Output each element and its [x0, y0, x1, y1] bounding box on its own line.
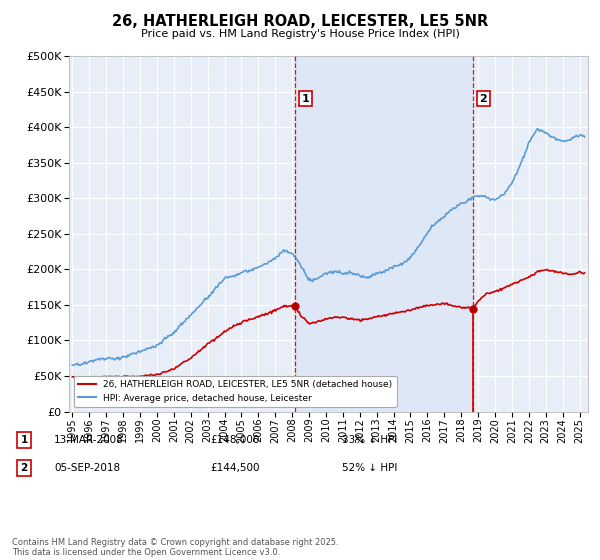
Text: £144,500: £144,500 — [210, 463, 260, 473]
Legend: 26, HATHERLEIGH ROAD, LEICESTER, LE5 5NR (detached house), HPI: Average price, d: 26, HATHERLEIGH ROAD, LEICESTER, LE5 5NR… — [74, 376, 397, 407]
Text: 1: 1 — [302, 94, 310, 104]
Text: Price paid vs. HM Land Registry's House Price Index (HPI): Price paid vs. HM Land Registry's House … — [140, 29, 460, 39]
Text: 33% ↓ HPI: 33% ↓ HPI — [342, 435, 397, 445]
Text: 26, HATHERLEIGH ROAD, LEICESTER, LE5 5NR: 26, HATHERLEIGH ROAD, LEICESTER, LE5 5NR — [112, 14, 488, 29]
Text: Contains HM Land Registry data © Crown copyright and database right 2025.
This d: Contains HM Land Registry data © Crown c… — [12, 538, 338, 557]
Text: 2: 2 — [479, 94, 487, 104]
Text: 13-MAR-2008: 13-MAR-2008 — [54, 435, 124, 445]
Text: 1: 1 — [20, 435, 28, 445]
Text: 05-SEP-2018: 05-SEP-2018 — [54, 463, 120, 473]
Text: £148,000: £148,000 — [210, 435, 259, 445]
Text: 2: 2 — [20, 463, 28, 473]
Bar — [295, 56, 473, 412]
Text: 52% ↓ HPI: 52% ↓ HPI — [342, 463, 397, 473]
